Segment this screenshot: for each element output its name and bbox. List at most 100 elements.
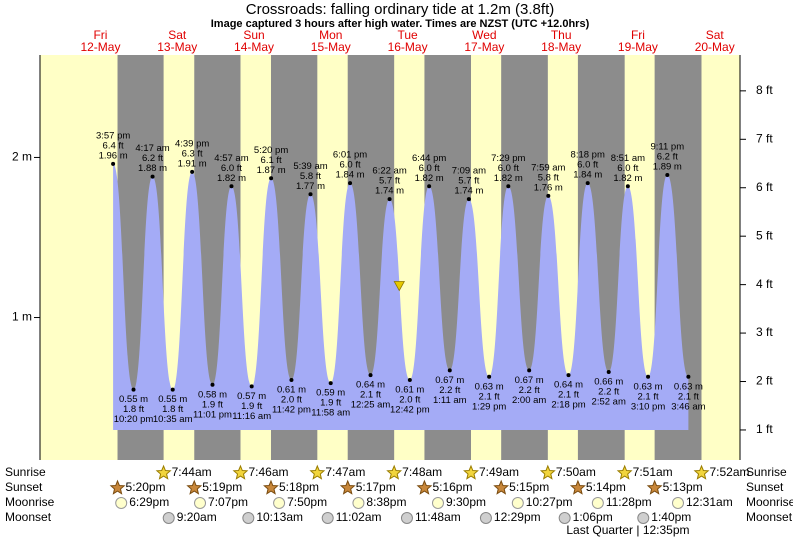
tide-label: 1:11 am <box>433 395 467 406</box>
tide-label: 5.8 ft <box>300 171 321 182</box>
sunrise-time: 7:44am <box>172 465 212 479</box>
tide-label: 2.1 ft <box>479 391 500 402</box>
tide-label: 2:18 pm <box>551 400 585 411</box>
day-weekday: Sat <box>706 28 725 42</box>
sunset-time: 5:16pm <box>432 480 472 494</box>
sunset-icon <box>339 479 356 495</box>
sunset-time: 5:18pm <box>279 480 319 494</box>
tide-label: 1.74 m <box>454 186 483 197</box>
moonset-time: 1:06pm <box>573 510 613 524</box>
tide-label: 11:42 pm <box>272 404 311 415</box>
tide-label: 2.1 ft <box>360 390 381 401</box>
tide-point <box>249 384 254 389</box>
tide-point <box>427 184 432 189</box>
sunset-icon <box>569 479 586 495</box>
tide-point <box>269 176 274 181</box>
moonrise-icon <box>352 497 365 509</box>
tide-label: 1.9 ft <box>202 399 223 410</box>
tide-label: 10:35 am <box>153 414 193 425</box>
sunset-icon <box>493 479 510 495</box>
row-label: Sunrise <box>5 465 46 479</box>
tide-point <box>170 387 175 392</box>
tide-label: 0.55 m <box>158 394 187 405</box>
tide-label: 6.2 ft <box>657 152 678 163</box>
sunset-icon <box>186 479 203 495</box>
tide-label: 5:39 am <box>293 161 327 172</box>
tide-point <box>566 373 571 378</box>
moonrise-icon <box>431 497 444 509</box>
day-weekday: Sat <box>168 28 187 42</box>
tide-label: 0.63 m <box>634 381 663 392</box>
tide-label: 0.67 m <box>515 375 544 386</box>
row-label: Moonrise <box>746 495 793 509</box>
tide-point <box>447 368 452 373</box>
tide-point <box>289 377 294 382</box>
tide-point <box>665 173 670 178</box>
sunset-time: 5:17pm <box>356 480 396 494</box>
tide-label: 8:51 am <box>611 153 645 164</box>
row-label: Sunrise <box>746 465 787 479</box>
y2-tick-label: 8 ft <box>756 83 773 97</box>
tide-label: 12:42 pm <box>390 404 430 415</box>
moonrise-time: 9:30pm <box>446 495 486 509</box>
moonset-icon <box>242 512 255 524</box>
tide-label: 11:01 pm <box>193 409 232 420</box>
moonset-time: 12:29pm <box>494 510 541 524</box>
tide-point <box>546 193 551 198</box>
tide-label: 6:44 pm <box>412 153 446 164</box>
tide-label: 4:39 pm <box>175 138 209 149</box>
y2-tick-label: 3 ft <box>756 325 773 339</box>
tide-label: 6.2 ft <box>142 153 163 164</box>
sunset-time: 5:20pm <box>126 480 166 494</box>
day-date: 14-May <box>234 40 274 54</box>
tide-label: 5.8 ft <box>538 172 559 183</box>
tide-label: 1:29 pm <box>472 401 506 412</box>
tide-label: 11:16 am <box>232 411 271 422</box>
chart-subtitle: Image captured 3 hours after high water.… <box>211 18 590 30</box>
sunrise-time: 7:49am <box>479 465 519 479</box>
tide-label: 0.66 m <box>594 376 623 387</box>
tide-label: 9:11 pm <box>651 142 685 153</box>
moonset-time: 11:02am <box>336 510 382 524</box>
tide-label: 0.55 m <box>119 394 148 405</box>
tide-label: 8:18 pm <box>571 150 605 161</box>
tide-point <box>368 373 373 378</box>
tide-label: 6:22 am <box>372 166 406 177</box>
tide-label: 10:20 pm <box>114 414 154 425</box>
tide-label: 1.96 m <box>99 150 128 161</box>
tide-label: 1.82 m <box>415 173 444 184</box>
tide-label: 0.59 m <box>316 388 345 399</box>
day-weekday: Thu <box>551 28 572 42</box>
tide-label: 1.8 ft <box>123 404 144 415</box>
tide-label: 5.7 ft <box>379 176 400 187</box>
tide-label: 1.74 m <box>375 186 404 197</box>
tide-label: 1.9 ft <box>320 398 341 409</box>
tide-point <box>506 184 511 189</box>
sunrise-icon <box>155 464 172 480</box>
sunset-icon <box>416 479 433 495</box>
tide-point <box>308 192 313 197</box>
moon-phase: Last Quarter | 12:35pm <box>566 523 689 537</box>
tide-label: 1.88 m <box>138 163 167 174</box>
tide-point <box>131 387 136 392</box>
moonset-icon <box>162 512 175 524</box>
day-date: 18-May <box>541 40 581 54</box>
sunrise-icon <box>232 464 249 480</box>
tide-label: 7:59 am <box>531 162 565 173</box>
row-label: Sunset <box>746 480 784 494</box>
day-date: 19-May <box>618 40 658 54</box>
moonrise-time: 7:07pm <box>208 495 248 509</box>
day-weekday: Fri <box>93 28 107 42</box>
tide-point <box>387 197 392 202</box>
current-marker <box>393 281 405 292</box>
tide-label: 0.61 m <box>277 384 306 395</box>
tide-label: 12:25 am <box>351 400 391 411</box>
y2-tick-label: 4 ft <box>756 277 773 291</box>
moonset-icon <box>637 512 650 524</box>
sunrise-icon <box>693 464 710 480</box>
moonrise-time: 11:28pm <box>606 495 652 509</box>
sunrise-icon <box>463 464 479 480</box>
tide-label: 2.0 ft <box>281 394 302 405</box>
tide-label: 6.0 ft <box>419 163 440 174</box>
sunrise-time: 7:51am <box>633 465 673 479</box>
